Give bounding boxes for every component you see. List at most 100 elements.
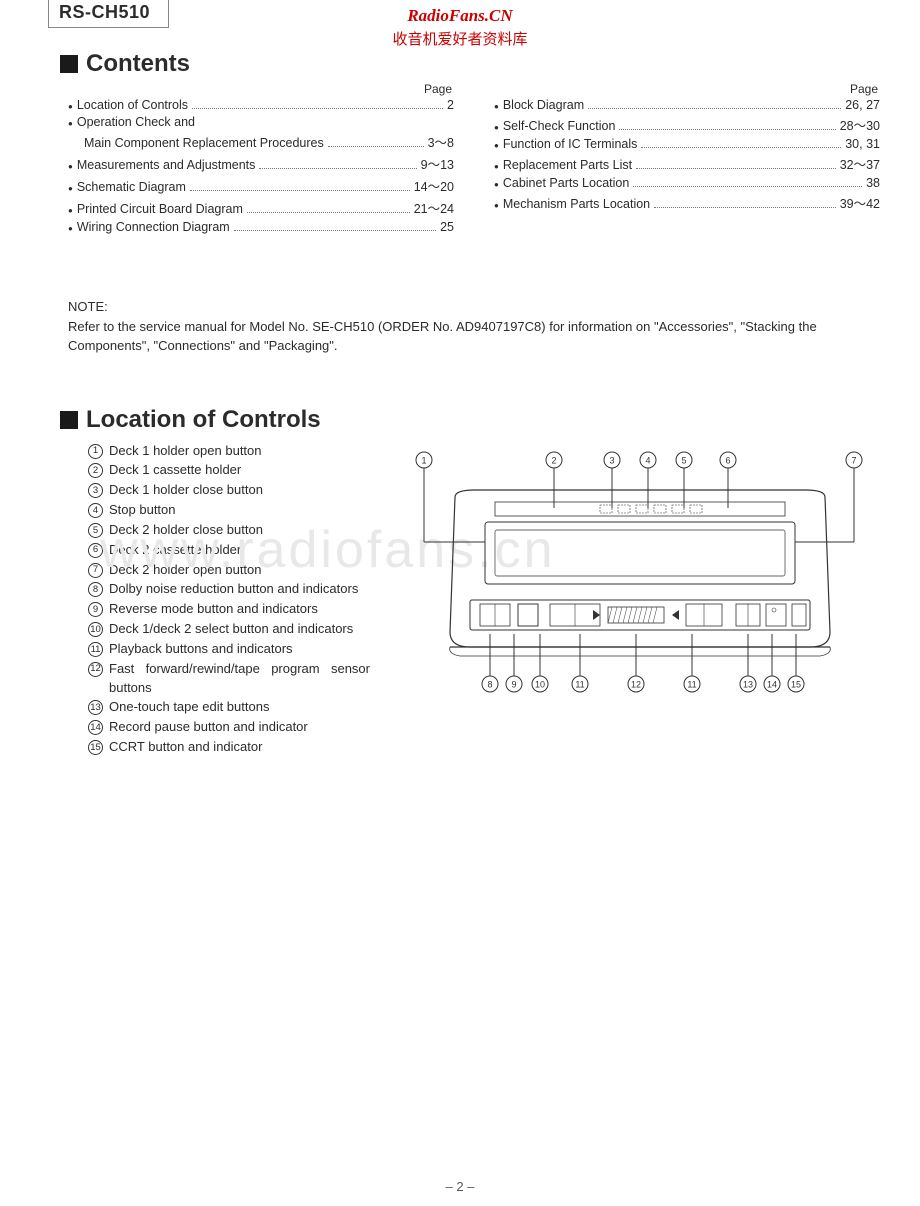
toc-page: 3～8 [428,132,454,151]
toc-leader-dots [633,186,862,187]
toc-leader-dots [234,230,436,231]
toc-line: ●Block Diagram26, 27 [494,98,880,112]
bullet-icon: ● [68,102,73,111]
toc-leader-dots [190,190,410,191]
toc-line: ● Wiring Connection Diagram 25 [68,220,454,234]
control-item: 4 Stop button [88,501,370,520]
circled-number-icon: 8 [88,582,103,597]
bullet-icon: ● [494,180,499,189]
device-diagram: 12345678910111211131415 [400,442,880,759]
note-label: NOTE: [68,297,870,317]
bullet-icon: ● [68,162,73,171]
toc-leader-dots [641,147,841,148]
circled-number-icon: 14 [88,720,103,735]
page-label-right: Page [494,82,880,96]
bullet-icon: ● [68,119,73,128]
control-item: 13One-touch tape edit buttons [88,698,370,717]
control-label: Deck 1/deck 2 select button and indicato… [109,620,370,639]
control-item: 14 Record pause button and indicator [88,718,370,737]
circled-number-icon: 15 [88,740,103,755]
toc-line: ● Measurements and Adjustments 9～13 [68,154,454,173]
toc-page: 39～42 [840,193,880,212]
control-item: 11 Playback buttons and indicators [88,640,370,659]
contents-heading: Contents [60,50,880,78]
toc-page: 25 [440,220,454,234]
svg-text:12: 12 [631,679,641,689]
toc-text: Cabinet Parts Location [503,176,629,190]
watermark-header: RadioFans.CN 收音机爱好者资料库 [0,6,920,49]
control-label: Dolby noise reduction button and indicat… [109,580,370,599]
circled-number-icon: 4 [88,503,103,518]
location-title: Location of Controls [86,406,321,434]
toc-text: Measurements and Adjustments [77,158,256,172]
control-label: Deck 1 holder open button [109,442,370,461]
toc-leader-dots [328,146,424,147]
toc-text: Schematic Diagram [77,180,186,194]
bullet-icon: ● [494,123,499,132]
toc-text: Function of IC Terminals [503,137,638,151]
table-of-contents: Page ●Location of Controls2●Operation Ch… [68,82,880,237]
svg-text:10: 10 [535,679,545,689]
note-block: NOTE: Refer to the service manual for Mo… [68,297,870,356]
toc-page: 14～20 [414,176,454,195]
contents-title: Contents [86,50,190,78]
svg-text:11: 11 [575,679,584,689]
svg-text:14: 14 [767,679,777,689]
toc-text: Self-Check Function [503,119,616,133]
bullet-icon: ● [494,141,499,150]
note-text: Refer to the service manual for Model No… [68,317,870,356]
toc-page: 9～13 [421,154,454,173]
page-label-left: Page [68,82,454,96]
bullet-icon: ● [68,206,73,215]
circled-number-icon: 10 [88,622,103,637]
toc-line: ● Function of IC Terminals 30, 31 [494,137,880,151]
circled-number-icon: 3 [88,483,103,498]
toc-line: ●Operation Check and [68,115,454,129]
control-label: Reverse mode button and indicators [109,600,370,619]
control-item: 1Deck 1 holder open button [88,442,370,461]
toc-line: ●Printed Circuit Board Diagram21～24 [68,198,454,217]
circled-number-icon: 11 [88,642,103,657]
svg-text:11: 11 [687,679,696,689]
control-label: CCRT button and indicator [109,738,370,757]
toc-leader-dots [588,108,841,109]
bullet-icon: ● [494,162,499,171]
toc-page: 38 [866,176,880,190]
control-label: Deck 1 cassette holder [109,461,370,480]
svg-text:4: 4 [645,455,650,465]
control-label: Record pause button and indicator [109,718,370,737]
toc-leader-dots [192,108,443,109]
toc-page: 26, 27 [845,98,880,112]
toc-text: Replacement Parts List [503,158,632,172]
location-of-controls-section: Location of Controls 1Deck 1 holder open… [60,406,880,759]
toc-text: Mechanism Parts Location [503,197,650,211]
svg-text:2: 2 [551,455,556,465]
circled-number-icon: 12 [88,662,103,677]
svg-text:13: 13 [743,679,753,689]
control-label: Stop button [109,501,370,520]
toc-line: ●Location of Controls2 [68,98,454,112]
toc-right-column: Page ●Block Diagram26, 27●Self-Check Fun… [494,82,880,237]
circled-number-icon: 2 [88,463,103,478]
square-bullet-icon [60,55,78,73]
circled-number-icon: 9 [88,602,103,617]
control-label: Fast forward/rewind/tape program sensor … [109,660,370,698]
toc-leader-dots [654,207,836,208]
toc-page: 30, 31 [845,137,880,151]
toc-text: Wiring Connection Diagram [77,220,230,234]
svg-text:5: 5 [681,455,686,465]
bullet-icon: ● [494,102,499,111]
controls-list: 1Deck 1 holder open button 2 Deck 1 casset… [88,442,370,759]
square-bullet-icon [60,411,78,429]
svg-text:9: 9 [511,679,516,689]
circled-number-icon: 13 [88,700,103,715]
toc-line: ●Schematic Diagram14～20 [68,176,454,195]
toc-text: Location of Controls [77,98,188,112]
bullet-icon: ● [494,201,499,210]
control-item: 3Deck 1 holder close button [88,481,370,500]
toc-page: 32～37 [840,154,880,173]
control-label: Playback buttons and indicators [109,640,370,659]
bullet-icon: ● [68,224,73,233]
toc-line: ● Mechanism Parts Location 39～42 [494,193,880,212]
toc-left-column: Page ●Location of Controls2●Operation Ch… [68,82,454,237]
